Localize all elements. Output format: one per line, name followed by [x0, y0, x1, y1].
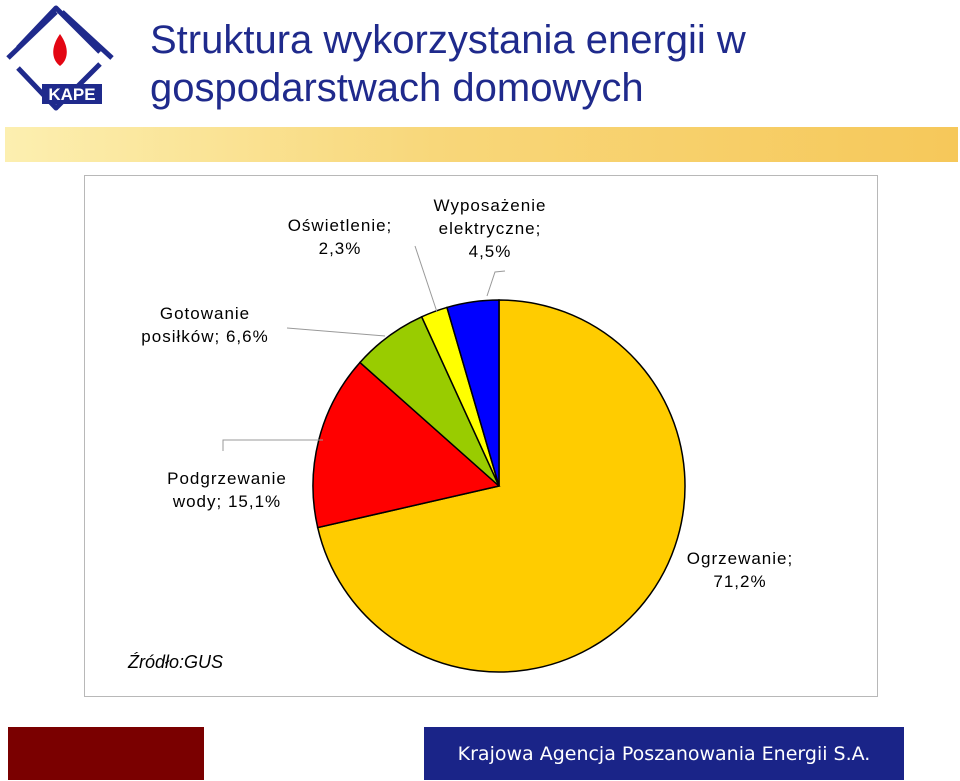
- footer-organization-name: Krajowa Agencja Poszanowania Energii S.A…: [457, 742, 871, 765]
- title-line-1: Struktura wykorzystania energii w: [150, 18, 746, 62]
- chart-frame: Ogrzewanie; 71,2% Podgrzewanie wody; 15,1% G…: [84, 175, 878, 697]
- leader-line-2: [222, 439, 323, 451]
- slice-label-3: Gotowanie posiłków; 6,6%: [141, 304, 268, 346]
- logo-text: KAPE: [48, 85, 95, 104]
- pie-slice-5: [446, 299, 500, 487]
- leader-line-5: [486, 270, 506, 297]
- title-gradient-bar: [5, 127, 958, 162]
- slice-label-1: Ogrzewanie; 71,2%: [687, 549, 793, 591]
- footer-accent-block: [8, 727, 204, 780]
- page-title: Struktura wykorzystania energii w gospod…: [150, 16, 930, 112]
- leader-line-3: [286, 327, 386, 337]
- footer-organization-bar: Krajowa Agencja Poszanowania Energii S.A…: [424, 727, 904, 780]
- pie-slice-1: [316, 299, 686, 673]
- title-line-2: gospodarstwach domowych: [150, 66, 644, 110]
- source-note: Źródło:GUS: [128, 652, 224, 672]
- pie-chart: Ogrzewanie; 71,2% Podgrzewanie wody; 15,1% G…: [141, 196, 793, 673]
- slice-label-2: Podgrzewanie wody; 15,1%: [167, 469, 287, 511]
- leader-line-4: [414, 245, 438, 313]
- slice-label-4: Oświetlenie; 2,3%: [288, 216, 393, 258]
- kape-logo: KAPE: [6, 5, 114, 111]
- slice-label-5: Wyposażenie elektryczne; 4,5%: [434, 196, 547, 261]
